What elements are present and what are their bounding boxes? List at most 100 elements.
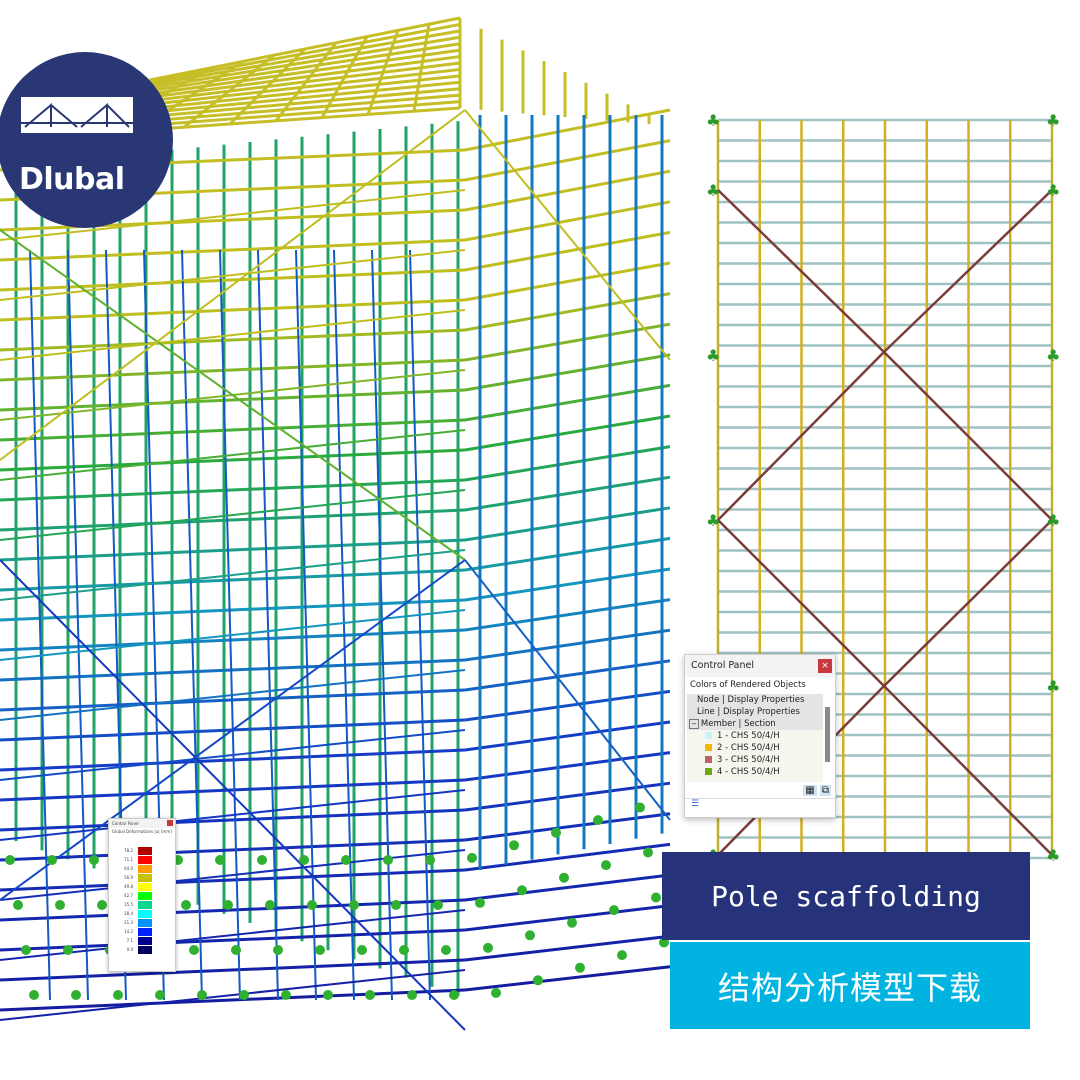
section-item[interactable]: 4 - CHS 50/4/H xyxy=(687,766,823,778)
section-item[interactable]: 3 - CHS 50/4/H xyxy=(687,754,823,766)
support-node xyxy=(609,905,619,916)
support-node xyxy=(63,945,73,955)
copy-icon[interactable]: ⧉ xyxy=(819,785,831,796)
ledger xyxy=(0,628,466,652)
top-beam xyxy=(412,23,431,112)
section-label: 1 - CHS 50/4/H xyxy=(717,731,780,741)
panel-subtitle: Colors of Rendered Objects xyxy=(685,677,835,693)
support-node xyxy=(307,900,317,910)
top-beam xyxy=(228,47,307,126)
support-node xyxy=(341,855,351,865)
close-button[interactable]: × xyxy=(818,659,832,673)
support-node xyxy=(559,872,569,883)
color-settings-icon[interactable]: ▦ xyxy=(803,785,817,796)
legend-value: 35.5 xyxy=(124,902,133,907)
section-item[interactable]: 2 - CHS 50/4/H xyxy=(687,742,823,754)
color-swatch[interactable] xyxy=(705,768,712,775)
legend-color xyxy=(138,846,152,855)
inner-column xyxy=(257,249,279,1001)
support-node xyxy=(89,855,99,865)
section-label: 3 - CHS 50/4/H xyxy=(717,755,780,765)
panel-footer: ☰ xyxy=(685,798,835,817)
legend-value: 14.2 xyxy=(124,929,133,934)
support-node xyxy=(113,990,123,1000)
color-legend: 78.2 71.1 64.0 56.9 49.8 42.7 35.5 28.4 21.3 14.2… xyxy=(113,846,152,954)
support-node xyxy=(365,990,375,1000)
inner-column xyxy=(333,249,355,1001)
color-swatch[interactable] xyxy=(705,732,712,739)
support-node xyxy=(273,945,283,955)
diagonal-brace xyxy=(883,685,1053,856)
inner-ledger xyxy=(0,489,466,541)
ledger xyxy=(0,958,466,982)
collapse-icon[interactable]: − xyxy=(689,719,699,729)
ledger xyxy=(0,658,466,682)
brace xyxy=(464,109,671,361)
support-node xyxy=(407,990,417,1000)
legend-row: 78.2 xyxy=(113,846,152,855)
ledger xyxy=(0,898,466,922)
ledger xyxy=(0,868,466,892)
support-node xyxy=(567,917,577,928)
item-label: Node | Display Properties xyxy=(697,695,805,705)
support-node xyxy=(441,945,451,955)
ledger xyxy=(0,478,466,502)
support-node xyxy=(517,885,527,896)
inner-ledger xyxy=(0,789,466,841)
top-beam xyxy=(183,54,275,129)
color-swatch[interactable] xyxy=(705,744,712,751)
bridge-icon xyxy=(21,97,133,133)
support-node xyxy=(97,900,107,910)
legend-value: 56.9 xyxy=(124,875,133,880)
legend-color xyxy=(138,909,152,918)
scrollbar[interactable] xyxy=(825,707,830,762)
legend-value: 49.8 xyxy=(124,884,133,889)
support-node xyxy=(71,990,81,1000)
support-node xyxy=(449,990,459,1000)
deformation-control-panel: Control Panel Global Deformations |u| [m… xyxy=(108,818,176,972)
diagonal-brace xyxy=(883,351,1053,521)
ledger xyxy=(464,842,671,872)
legend-row: 64.0 xyxy=(113,864,152,873)
list-item-node[interactable]: Node | Display Properties xyxy=(687,694,823,706)
inner-column xyxy=(181,249,203,1001)
hinge-support-icon: ♣ xyxy=(1046,511,1060,530)
color-swatch[interactable] xyxy=(705,756,712,763)
support-node xyxy=(525,930,535,941)
inner-column xyxy=(67,249,89,1001)
hinge-support-icon: ♣ xyxy=(706,511,720,530)
support-node xyxy=(181,900,191,910)
ledger xyxy=(0,538,466,562)
support-node xyxy=(223,900,233,910)
legend-value: 7.1 xyxy=(126,938,133,943)
list-item-member[interactable]: − Member | Section xyxy=(687,718,823,730)
legend-color xyxy=(138,864,152,873)
support-node xyxy=(257,855,267,865)
mini-close-button[interactable] xyxy=(167,820,173,826)
diagonal-brace xyxy=(883,189,1053,353)
section-item[interactable]: 1 - CHS 50/4/H xyxy=(687,730,823,742)
inner-ledger xyxy=(0,909,466,961)
brace xyxy=(0,559,466,901)
ledger xyxy=(0,448,466,472)
legend-row: 0.0 xyxy=(113,945,152,954)
support-node xyxy=(281,990,291,1000)
ledger xyxy=(0,778,466,802)
legend-row: 56.9 xyxy=(113,873,152,882)
ledger xyxy=(0,328,466,352)
inner-ledger xyxy=(0,549,466,601)
support-node xyxy=(55,900,65,910)
legend-color xyxy=(138,936,152,945)
hinge-support-icon: ♣ xyxy=(706,181,720,200)
legend-row: 49.8 xyxy=(113,882,152,891)
inner-ledger xyxy=(0,969,466,1021)
ledger xyxy=(0,238,466,262)
list-item-line[interactable]: Line | Display Properties xyxy=(687,706,823,718)
ledger xyxy=(464,934,671,962)
support-node xyxy=(13,900,23,910)
toolbar: ▦ ⧉ xyxy=(803,785,831,796)
support-node xyxy=(383,855,393,865)
list-view-icon[interactable]: ☰ xyxy=(691,799,700,809)
hinge-support-icon: ♣ xyxy=(1046,846,1060,865)
